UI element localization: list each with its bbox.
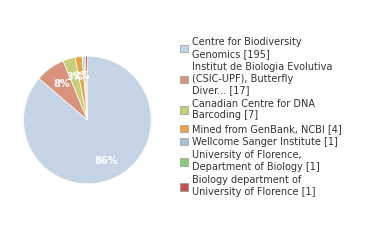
Wedge shape — [39, 61, 87, 120]
Legend: Centre for Biodiversity
Genomics [195], Institut de Biologia Evolutiva
(CSIC-UPF: Centre for Biodiversity Genomics [195], … — [180, 37, 342, 197]
Wedge shape — [84, 56, 87, 120]
Wedge shape — [24, 56, 151, 184]
Wedge shape — [82, 56, 87, 120]
Text: 2%: 2% — [73, 71, 89, 81]
Wedge shape — [75, 56, 87, 120]
Wedge shape — [86, 56, 87, 120]
Text: 86%: 86% — [94, 156, 118, 166]
Wedge shape — [63, 57, 87, 120]
Text: 8%: 8% — [53, 79, 70, 89]
Text: 3%: 3% — [66, 72, 83, 82]
